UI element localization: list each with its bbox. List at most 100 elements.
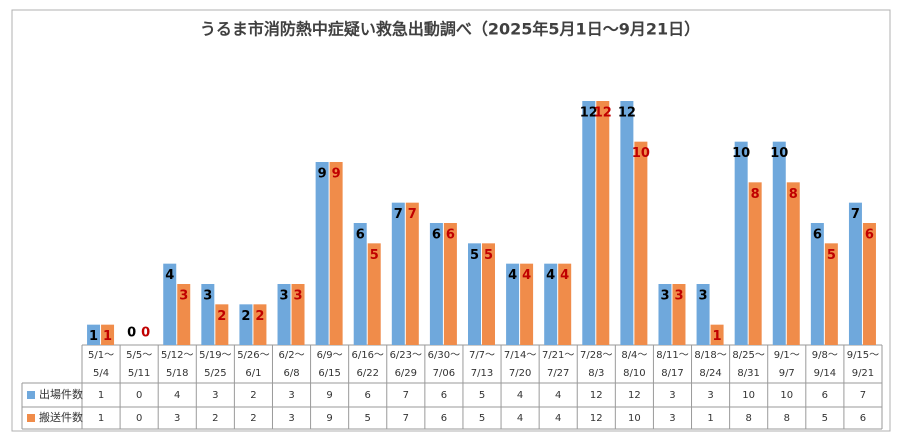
table-value: 5 bbox=[479, 413, 485, 424]
data-label: 12 bbox=[594, 106, 612, 121]
data-label: 3 bbox=[179, 289, 188, 304]
chart-title: うるま市消防熱中症疑い救急出動調べ（2025年5月1日～9月21日） bbox=[200, 20, 700, 39]
data-label: 9 bbox=[332, 167, 341, 182]
table-value: 1 bbox=[98, 413, 104, 424]
bar bbox=[429, 223, 443, 345]
legend-label: 出場件数 bbox=[39, 387, 83, 401]
x-tick-label: 5/12～ bbox=[161, 350, 193, 361]
data-label: 5 bbox=[370, 248, 379, 263]
x-tick-label: 9/7 bbox=[779, 368, 795, 379]
x-tick-label: 8/18～ bbox=[694, 350, 726, 361]
data-label: 6 bbox=[865, 228, 874, 243]
data-label: 3 bbox=[660, 289, 669, 304]
data-label: 4 bbox=[546, 268, 555, 283]
table-value: 3 bbox=[288, 390, 294, 401]
table-value: 6 bbox=[822, 390, 828, 401]
bar bbox=[163, 263, 177, 345]
table-value: 12 bbox=[628, 390, 641, 401]
x-tick-label: 9/15～ bbox=[847, 350, 879, 361]
table-value: 6 bbox=[365, 390, 371, 401]
table-value: 10 bbox=[742, 390, 755, 401]
bar bbox=[710, 324, 724, 345]
x-tick-label: 5/1～ bbox=[88, 350, 114, 361]
bar bbox=[786, 182, 800, 345]
data-label: 10 bbox=[770, 146, 788, 161]
table-value: 6 bbox=[860, 413, 866, 424]
x-tick-label: 5/4 bbox=[93, 368, 109, 379]
bar bbox=[506, 263, 520, 345]
x-tick-label: 8/11～ bbox=[656, 350, 688, 361]
data-label: 6 bbox=[356, 228, 365, 243]
bar bbox=[391, 202, 405, 345]
x-tick-label: 9/1～ bbox=[774, 350, 800, 361]
bar bbox=[658, 284, 672, 345]
table-value: 9 bbox=[326, 413, 332, 424]
bar bbox=[87, 324, 101, 345]
x-tick-label: 7/20 bbox=[509, 368, 531, 379]
bar bbox=[862, 223, 876, 345]
bar bbox=[291, 284, 305, 345]
data-label: 7 bbox=[408, 207, 417, 222]
legend-swatch bbox=[27, 391, 35, 399]
bar bbox=[672, 284, 686, 345]
bar bbox=[824, 243, 838, 345]
data-label: 4 bbox=[165, 268, 174, 283]
x-tick-label: 8/31 bbox=[737, 368, 759, 379]
table-value: 12 bbox=[590, 390, 603, 401]
x-tick-label: 9/14 bbox=[814, 368, 836, 379]
bar bbox=[482, 243, 495, 345]
x-tick-label: 7/28～ bbox=[580, 350, 612, 361]
data-label: 1 bbox=[713, 329, 722, 344]
table-value: 3 bbox=[212, 390, 218, 401]
data-label: 3 bbox=[674, 289, 683, 304]
bar bbox=[239, 304, 253, 345]
data-label: 12 bbox=[618, 106, 636, 121]
table-value: 2 bbox=[212, 413, 218, 424]
bar bbox=[315, 162, 329, 345]
x-tick-label: 6/1 bbox=[245, 368, 261, 379]
bar bbox=[582, 101, 596, 345]
table-value: 2 bbox=[250, 413, 256, 424]
table-value: 5 bbox=[365, 413, 371, 424]
x-tick-label: 8/4～ bbox=[621, 350, 647, 361]
bar bbox=[443, 223, 457, 345]
table-value: 5 bbox=[479, 390, 485, 401]
x-tick-label: 6/23～ bbox=[390, 350, 422, 361]
data-label: 2 bbox=[217, 309, 226, 324]
x-tick-label: 5/25 bbox=[204, 368, 226, 379]
bar bbox=[596, 101, 610, 345]
table-value: 3 bbox=[707, 390, 713, 401]
data-label: 4 bbox=[508, 268, 517, 283]
table-value: 7 bbox=[403, 413, 409, 424]
table-value: 6 bbox=[441, 390, 447, 401]
table-value: 1 bbox=[707, 413, 713, 424]
table-value: 3 bbox=[669, 390, 675, 401]
x-tick-label: 8/10 bbox=[623, 368, 645, 379]
bar bbox=[177, 284, 191, 345]
data-label: 12 bbox=[580, 106, 598, 121]
table-value: 7 bbox=[860, 390, 866, 401]
table-value: 5 bbox=[822, 413, 828, 424]
x-tick-label: 5/11 bbox=[128, 368, 150, 379]
table-value: 3 bbox=[288, 413, 294, 424]
x-tick-label: 6/8 bbox=[283, 368, 299, 379]
data-label: 8 bbox=[789, 187, 798, 202]
data-label: 2 bbox=[255, 309, 264, 324]
data-label: 2 bbox=[241, 309, 250, 324]
x-tick-label: 7/7～ bbox=[469, 350, 495, 361]
table-value: 0 bbox=[136, 390, 142, 401]
x-tick-label: 5/18 bbox=[166, 368, 188, 379]
data-label: 3 bbox=[294, 289, 303, 304]
x-tick-label: 5/5～ bbox=[126, 350, 152, 361]
bar bbox=[468, 243, 481, 345]
table-value: 4 bbox=[174, 390, 180, 401]
data-label: 3 bbox=[280, 289, 289, 304]
data-label: 3 bbox=[699, 289, 708, 304]
bar bbox=[734, 141, 748, 345]
data-label: 6 bbox=[813, 228, 822, 243]
x-tick-label: 5/19～ bbox=[199, 350, 231, 361]
legend-swatch bbox=[27, 414, 35, 422]
bar bbox=[772, 141, 786, 345]
data-label: 1 bbox=[103, 329, 112, 344]
table-value: 0 bbox=[136, 413, 142, 424]
